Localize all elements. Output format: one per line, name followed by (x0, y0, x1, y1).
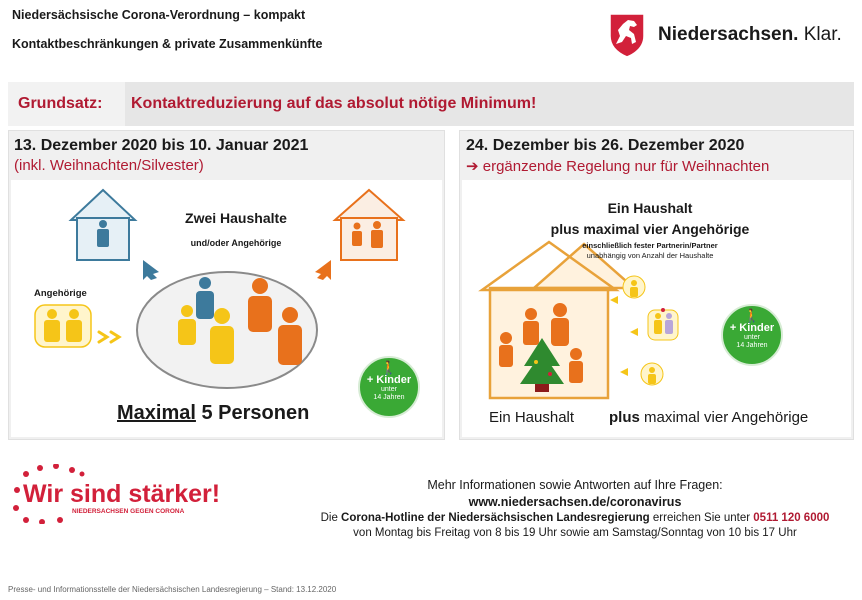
brand-logo: Niedersachsen. Klar. (608, 12, 848, 58)
principle-label: Grundsatz: (18, 95, 103, 112)
arrow-right-icon: ➔ (466, 158, 479, 175)
left-illustration (34, 188, 406, 389)
person-icon: 🚶 (743, 308, 761, 323)
arrow-blue-icon (143, 260, 159, 280)
page-title: Niedersächsische Corona-Verordnung – kom… (12, 8, 306, 22)
right-heading1: Ein Haushalt (607, 200, 693, 216)
right-note1: einschließlich fester Partnerin/Partner (582, 241, 718, 250)
hotline-number: 0511 120 6000 (753, 512, 830, 524)
christmas-tree-icon (520, 338, 564, 392)
house-icon (478, 240, 638, 400)
left-panel-subtitle: (inkl. Weihnachten/Silvester) (14, 157, 204, 174)
children-badge-left: 🚶 + Kinder unter 14 Jahren (358, 356, 420, 418)
page-subtitle: Kontaktbeschränkungen & private Zusammen… (12, 37, 323, 51)
arrow-orange-icon (315, 260, 331, 280)
relatives-label: Angehörige (34, 288, 87, 299)
campaign-logo: Wir sind stärker! NIEDERSACHSEN GEGEN CO… (12, 464, 220, 524)
caption-one-household: Ein Haushalt (489, 409, 575, 426)
right-note2: unabhängig von Anzahl der Haushalte (586, 251, 714, 260)
brand-name: Niedersachsen. Klar. (658, 24, 842, 45)
campaign-stronger: sind stärker! (70, 480, 221, 508)
hotline-hours: von Montag bis Freitag von 8 bis 19 Uhr … (353, 527, 797, 539)
person-icon: 🚶 (380, 360, 398, 375)
campaign-we: Wir (23, 480, 64, 508)
info-link[interactable]: www.niedersachsen.de/coronavirus (468, 495, 682, 509)
hotline-line: Die Corona-Hotline der Niedersächsischen… (320, 512, 830, 524)
right-panel-title: 24. Dezember bis 26. Dezember 2020 (466, 137, 745, 154)
children-badge-right: 🚶 + Kinder unter 14 Jahren (721, 304, 783, 366)
orange-house-icon (332, 188, 406, 261)
right-panel-subtitle: ➔ ergänzende Regelung nur für Weihnachte… (466, 158, 770, 175)
right-heading2: plus maximal vier Angehörige (550, 221, 750, 237)
relatives-right-icon (622, 275, 679, 386)
left-heading: Zwei Haushalte (185, 210, 287, 226)
left-subheading: und/oder Angehörige (190, 238, 282, 248)
principle-text: Kontaktreduzierung auf das absolut nötig… (131, 95, 537, 112)
relatives-icon (34, 304, 92, 348)
principle-bar (8, 82, 854, 126)
left-panel-title: 13. Dezember 2020 bis 10. Januar 2021 (14, 137, 309, 154)
max-persons: Maximal 5 Personen (117, 402, 310, 424)
credit-line: Presse- und Informationsstelle der Niede… (8, 585, 337, 594)
footer-info: Mehr Informationen sowie Antworten auf I… (300, 478, 850, 541)
info-text: Mehr Informationen sowie Antworten auf I… (427, 478, 723, 492)
heart-icon (661, 308, 665, 312)
arrow-yellow-right-icon (610, 296, 638, 376)
blue-house-icon (68, 188, 138, 261)
arrow-yellow-icon (97, 330, 122, 344)
family-icon (499, 303, 583, 383)
horse-crest-icon (609, 13, 645, 58)
virus-ring-icon (13, 464, 85, 524)
people-group-icon (178, 277, 302, 365)
right-illustration (478, 240, 679, 400)
principle-label-box (8, 82, 125, 126)
caption-plus-relatives: plus maximal vier Angehörige (609, 409, 809, 426)
campaign-slogan: NIEDERSACHSEN GEGEN CORONA (72, 508, 185, 515)
